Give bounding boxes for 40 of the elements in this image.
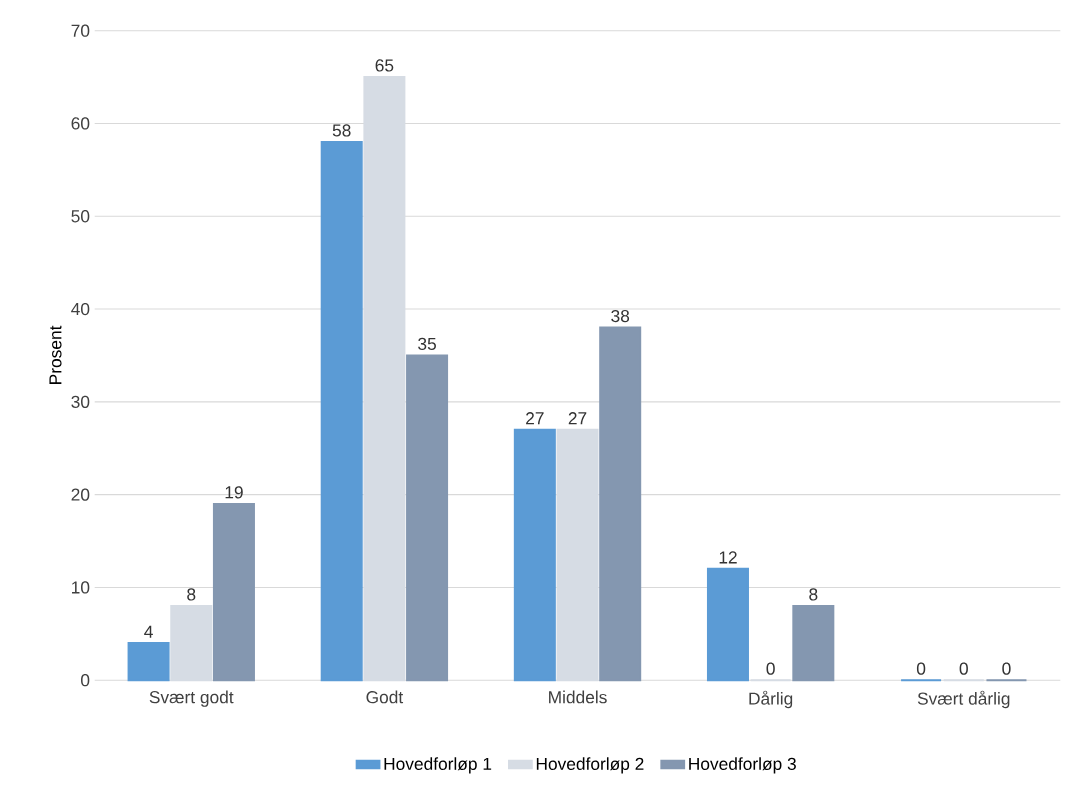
data-label: 0 bbox=[959, 662, 968, 675]
legend-label: Hovedforløp 2 bbox=[536, 757, 644, 774]
data-label: 12 bbox=[719, 551, 737, 564]
bar bbox=[599, 326, 642, 682]
bar bbox=[127, 641, 170, 682]
bar bbox=[792, 604, 835, 682]
y-axis-title: Prosent bbox=[49, 325, 62, 384]
data-label: 0 bbox=[1002, 662, 1011, 675]
data-label: 27 bbox=[526, 412, 544, 425]
data-label: 4 bbox=[144, 625, 153, 638]
y-tick-label: 30 bbox=[71, 395, 90, 408]
data-label: 38 bbox=[611, 309, 630, 323]
x-tick-label: Godt bbox=[366, 690, 404, 704]
data-label: 0 bbox=[766, 662, 775, 675]
bar bbox=[320, 140, 363, 682]
y-tick-label: 50 bbox=[71, 209, 90, 223]
y-tick-label: 40 bbox=[71, 302, 90, 316]
bar bbox=[706, 567, 749, 682]
x-tick-label: Middels bbox=[549, 690, 607, 704]
legend-label: Hovedforløp 1 bbox=[384, 757, 492, 774]
y-tick-label: 10 bbox=[72, 581, 90, 594]
data-label: 35 bbox=[418, 337, 436, 350]
y-tick-label: 0 bbox=[81, 673, 90, 687]
bar bbox=[513, 428, 556, 682]
data-label: 65 bbox=[375, 59, 394, 72]
x-tick-label: Dårlig bbox=[749, 690, 793, 709]
data-label: 27 bbox=[568, 412, 587, 425]
y-tick-label: 20 bbox=[71, 488, 90, 501]
y-tick-label: 70 bbox=[71, 24, 90, 37]
bar bbox=[212, 502, 255, 682]
x-tick-label: Svært godt bbox=[149, 690, 234, 707]
data-label: 58 bbox=[332, 124, 351, 137]
bar bbox=[406, 354, 449, 682]
data-label: 19 bbox=[225, 486, 243, 499]
data-label: 0 bbox=[916, 662, 926, 675]
data-label: 8 bbox=[809, 588, 818, 601]
data-label: 8 bbox=[187, 588, 196, 601]
legend-label: Hovedforløp 3 bbox=[689, 757, 796, 774]
y-tick-label: 60 bbox=[71, 117, 90, 130]
x-tick-label: Svært dårlig bbox=[917, 690, 1010, 709]
